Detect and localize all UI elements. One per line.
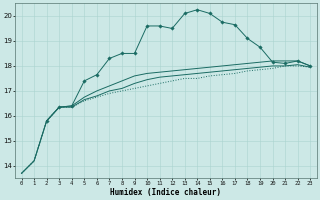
X-axis label: Humidex (Indice chaleur): Humidex (Indice chaleur) [110,188,221,197]
